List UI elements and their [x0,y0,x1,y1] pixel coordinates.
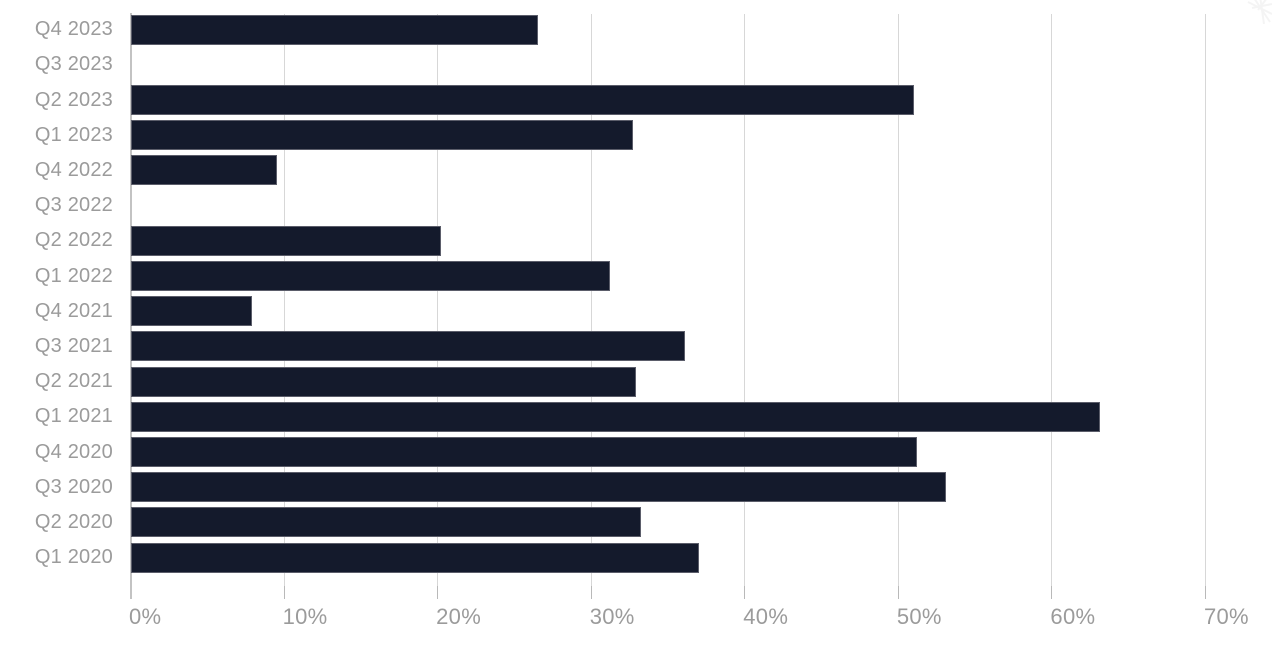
gridline [1204,14,1206,586]
category-label: Q2 2021 [34,370,113,393]
x-axis-tick [590,586,592,599]
bar [131,507,641,538]
category-label: Q1 2022 [34,264,113,287]
category-label: Q4 2021 [34,299,113,322]
gridline [590,14,592,586]
bar [131,120,634,151]
category-label: Q4 2022 [34,158,113,181]
x-axis-tick [897,586,899,599]
category-label: Q3 2023 [34,53,113,76]
x-axis-tick [283,586,285,599]
gridline [744,14,746,586]
x-axis-tick [1204,586,1206,599]
corner-watermark [1247,0,1272,24]
x-tick-label: 20% [436,604,482,629]
category-label: Q3 2021 [34,334,113,357]
category-label: Q1 2021 [34,405,113,428]
bar [131,401,1101,432]
bar [131,296,253,327]
x-axis-tick [1051,586,1053,599]
bar [131,155,277,186]
x-tick-label: 30% [589,604,635,629]
category-label: Q2 2020 [34,510,113,533]
bar [131,331,686,362]
x-tick-label: 0% [129,604,162,629]
bar [131,437,918,467]
x-tick-label: 40% [743,604,789,629]
bar [131,366,637,397]
category-label: Q2 2022 [34,229,113,252]
x-tick-label: 70% [1203,604,1249,629]
category-label: Q1 2020 [34,546,113,569]
gridline [283,14,285,586]
bar [131,225,442,256]
gridline [897,14,899,586]
category-label: Q2 2023 [34,88,113,111]
x-tick-label: 50% [896,604,942,629]
bar [131,261,611,291]
category-label: Q3 2020 [34,475,113,498]
x-axis-tick [437,586,439,599]
bar [131,85,915,115]
gridline [1051,14,1053,586]
category-label: Q3 2022 [34,194,113,217]
bar [131,14,538,45]
category-label: Q4 2023 [34,18,113,41]
bar [131,472,947,503]
x-tick-label: 10% [282,604,328,629]
bar [131,542,700,573]
gridline [437,14,439,586]
x-tick-label: 60% [1050,604,1096,629]
x-axis-tick [744,586,746,599]
category-label: Q4 2020 [34,440,113,463]
category-label: Q1 2023 [34,123,113,146]
